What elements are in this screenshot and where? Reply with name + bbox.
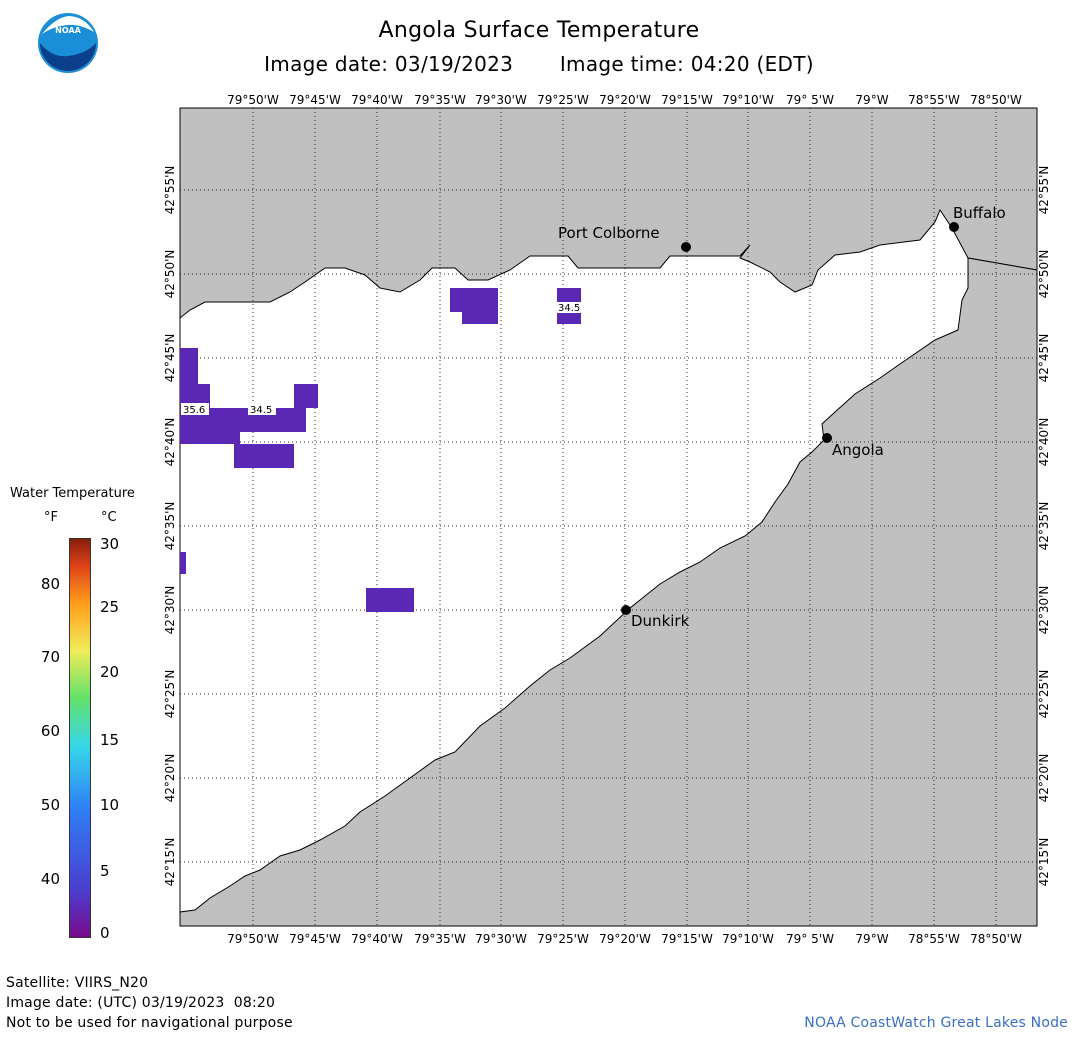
longitude-tick-label: 79°10'W [722,932,774,946]
latitude-tick-label: 42°40'N [163,418,177,467]
longitude-tick-label: 78°50'W [970,932,1022,946]
latitude-tick-label: 42°30'N [1037,586,1051,635]
latitude-tick-label: 42°50'N [1037,250,1051,299]
latitude-tick-label: 42°55'N [1037,166,1051,215]
image-date: Image date: 03/19/2023 [264,52,514,76]
latitude-tick-label: 42°45'N [163,334,177,383]
legend-title: Water Temperature [10,486,135,501]
graticule [180,108,1037,926]
longitude-tick-label: 79°20'W [599,932,651,946]
longitude-tick-label: 78°55'W [908,932,960,946]
city-port-colborne: Port Colborne [558,224,691,252]
latitude-tick-label: 42°45'N [1037,334,1051,383]
footer-satellite: Satellite: VIIRS_N20 [6,975,149,991]
legend-c-tick: 15 [100,731,120,749]
longitude-tick-label: 79°30'W [475,932,527,946]
longitude-tick-label: 79°35'W [414,932,466,946]
latitude-tick-label: 42°35'N [163,502,177,551]
legend-unit-c: °C [101,510,117,525]
longitude-labels-bottom: 79°50'W 79°45'W 79°40'W 79°35'W 79°30'W 79°25… [227,932,1022,946]
temp-label-1: 35.6 [183,405,205,416]
svg-text:Angola: Angola [832,441,884,459]
longitude-tick-label: 79°30'W [475,93,527,107]
longitude-tick-label: 79°45'W [289,93,341,107]
longitude-tick-label: 79° 5'W [786,932,834,946]
latitude-tick-label: 42°35'N [1037,502,1051,551]
footer-disclaimer: Not to be used for navigational purpose [6,1015,293,1031]
legend-unit-f: °F [44,510,58,525]
svg-text:NOAA: NOAA [55,26,81,35]
longitude-tick-label: 79°50'W [227,932,279,946]
longitude-tick-label: 78°55'W [908,93,960,107]
legend-f-tick: 50 [40,796,60,814]
city-angola: Angola [822,433,884,459]
legend-c-tick: 10 [100,796,120,814]
longitude-tick-label: 79°50'W [227,93,279,107]
latitude-tick-label: 42°20'N [1037,754,1051,803]
longitude-tick-label: 79°10'W [722,93,774,107]
map-subtitle: Image date: 03/19/2023 Image time: 04:20… [0,52,1078,76]
longitude-tick-label: 79°40'W [351,93,403,107]
legend-c-tick: 20 [100,663,120,681]
longitude-labels-top: 79°50'W 79°45'W 79°40'W 79°35'W 79°30'W 79°25… [227,93,1022,107]
svg-text:Buffalo: Buffalo [953,204,1006,222]
latitude-tick-label: 42°30'N [163,586,177,635]
longitude-tick-label: 79°20'W [599,93,651,107]
longitude-tick-label: 79° 5'W [786,93,834,107]
legend-f-tick: 60 [40,722,60,740]
longitude-tick-label: 79°35'W [414,93,466,107]
legend-c-tick: 25 [100,598,120,616]
legend-c-tick: 30 [100,535,120,553]
longitude-tick-label: 78°50'W [970,93,1022,107]
footer-utc-date: Image date: (UTC) 03/19/2023 08:20 [6,995,276,1011]
svg-text:Port Colborne: Port Colborne [558,224,660,242]
longitude-tick-label: 79°15'W [661,93,713,107]
latitude-tick-label: 42°15'N [1037,838,1051,887]
longitude-tick-label: 79°25'W [537,93,589,107]
legend-f-tick: 80 [40,575,60,593]
svg-text:Dunkirk: Dunkirk [631,612,690,630]
legend-f-tick: 40 [40,870,60,888]
longitude-tick-label: 79°25'W [537,932,589,946]
latitude-tick-label: 42°15'N [163,838,177,887]
legend-colorbar [69,538,91,938]
legend-f-tick: 70 [40,648,60,666]
map-frame [179,107,1038,927]
footer-credit: NOAA CoastWatch Great Lakes Node [804,1015,1068,1031]
longitude-tick-label: 79°15'W [661,932,713,946]
latitude-tick-label: 42°20'N [163,754,177,803]
latitude-labels-left: 42°55'N 42°50'N 42°45'N 42°40'N 42°35'N 42°30… [163,166,177,887]
latitude-tick-label: 42°50'N [163,250,177,299]
latitude-tick-label: 42°25'N [163,670,177,719]
latitude-tick-label: 42°25'N [1037,670,1051,719]
longitude-tick-label: 79°40'W [351,932,403,946]
city-buffalo: Buffalo [949,204,1006,232]
legend-c-tick: 5 [100,862,110,880]
legend-c-tick: 0 [100,924,110,942]
latitude-tick-label: 42°40'N [1037,418,1051,467]
temp-label-3: 34.5 [558,303,580,314]
us-land [179,257,1038,927]
temp-label-2: 34.5 [250,405,272,416]
city-dunkirk: Dunkirk [621,605,690,630]
longitude-tick-label: 79°45'W [289,932,341,946]
longitude-tick-label: 79°W [855,93,888,107]
map-title: Angola Surface Temperature [378,18,700,43]
longitude-tick-label: 79°W [855,932,888,946]
latitude-tick-label: 42°55'N [163,166,177,215]
image-time: Image time: 04:20 (EDT) [559,52,814,76]
noaa-logo: NOAA [38,13,98,73]
latitude-labels-right: 42°55'N 42°50'N 42°45'N 42°40'N 42°35'N 42°30… [1037,166,1051,887]
